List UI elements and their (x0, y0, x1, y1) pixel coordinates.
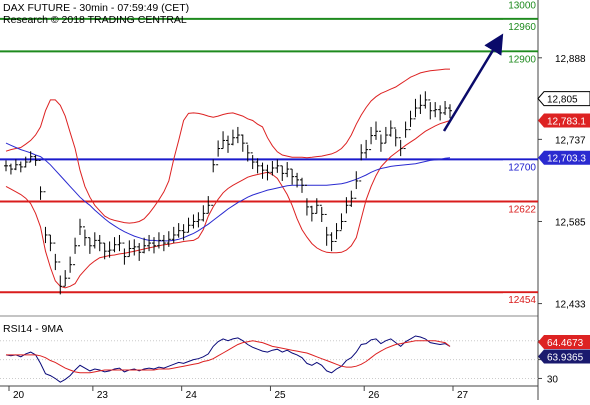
price-tick-label-12433: 12,433 (555, 300, 586, 311)
level-label-12900: 12900 (508, 54, 536, 65)
price-tick-label-12737: 12,737 (555, 135, 586, 146)
level-label-12622: 12622 (508, 204, 536, 215)
level-label-bg-13000 (503, 0, 537, 11)
time-tick-label-25: 25 (274, 390, 286, 400)
tag-last-bg (538, 91, 590, 106)
chart-header-copyright: Research © 2018 TRADING CENTRAL (3, 14, 187, 26)
tag-last-border (537, 91, 590, 107)
axes: 12,43312,58512,73712,8883050702023242526… (8, 54, 586, 401)
price-tick-label-12585: 12,585 (555, 217, 586, 228)
tag-ma-label: 12,703.3 (547, 154, 586, 165)
time-tick-label-20: 20 (13, 390, 25, 400)
time-tick-label-26: 26 (368, 390, 380, 400)
level-label-13000: 13000 (508, 0, 536, 11)
level-label-bg-12700 (503, 160, 537, 173)
level-label-12960: 12960 (508, 22, 536, 33)
rsi-ma-line (6, 340, 451, 374)
tag-last-label: 12,805 (547, 95, 578, 106)
rsi-tick-label-30: 30 (547, 374, 559, 385)
time-tick-label-27: 27 (457, 390, 469, 400)
bollinger-lower-line (5, 120, 451, 289)
level-label-bg-12622 (503, 202, 537, 215)
tag-rsi-label: 63.9365 (547, 352, 584, 363)
tag-rsi-bg (538, 349, 590, 364)
level-label-bg-12960 (503, 19, 537, 32)
moving-average-line (5, 142, 451, 242)
rsi-line (5, 335, 451, 383)
chart-header-title: DAX FUTURE - 30min - 07:59:49 (CET) (3, 2, 189, 14)
bullish-arrow (442, 33, 504, 132)
price-tags: 12,805 12,783.1 12,703.3 64.4673 63.9365 (537, 91, 590, 364)
level-label-bg-12454 (503, 293, 537, 306)
price-tick-label-12888: 12,888 (555, 54, 586, 65)
tag-bollinger-bg (538, 113, 590, 128)
level-label-12700: 12700 (508, 162, 536, 173)
time-tick-label-24: 24 (186, 390, 198, 400)
tag-rsi_ma-label: 64.4673 (547, 338, 584, 349)
horizontal-levels: 13000 12960 12900 12700 12622 12454 (0, 0, 538, 306)
level-label-12454: 12454 (508, 295, 536, 306)
indicator-lines (5, 68, 451, 289)
level-label-bg-12900 (503, 52, 537, 65)
tag-bollinger-label: 12,783.1 (547, 117, 586, 128)
rsi-panel-title: RSI14 - 9MA (3, 323, 63, 335)
rsi-panel (0, 335, 538, 383)
price-bars (4, 91, 452, 295)
tag-rsi_ma-bg (538, 334, 590, 349)
time-tick-label-23: 23 (97, 390, 109, 400)
tag-ma-bg (538, 150, 590, 165)
bollinger-upper-line (5, 68, 450, 224)
